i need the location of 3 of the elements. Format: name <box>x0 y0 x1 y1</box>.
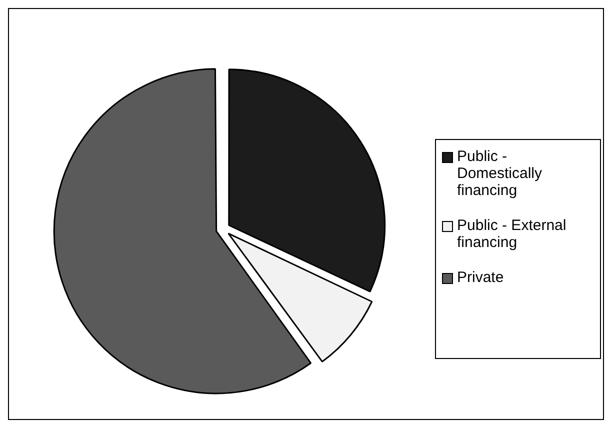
legend-label: Public - External financing <box>457 217 568 251</box>
legend-label: Public - Domestically financing <box>457 148 544 199</box>
legend-label: Private <box>457 269 504 286</box>
